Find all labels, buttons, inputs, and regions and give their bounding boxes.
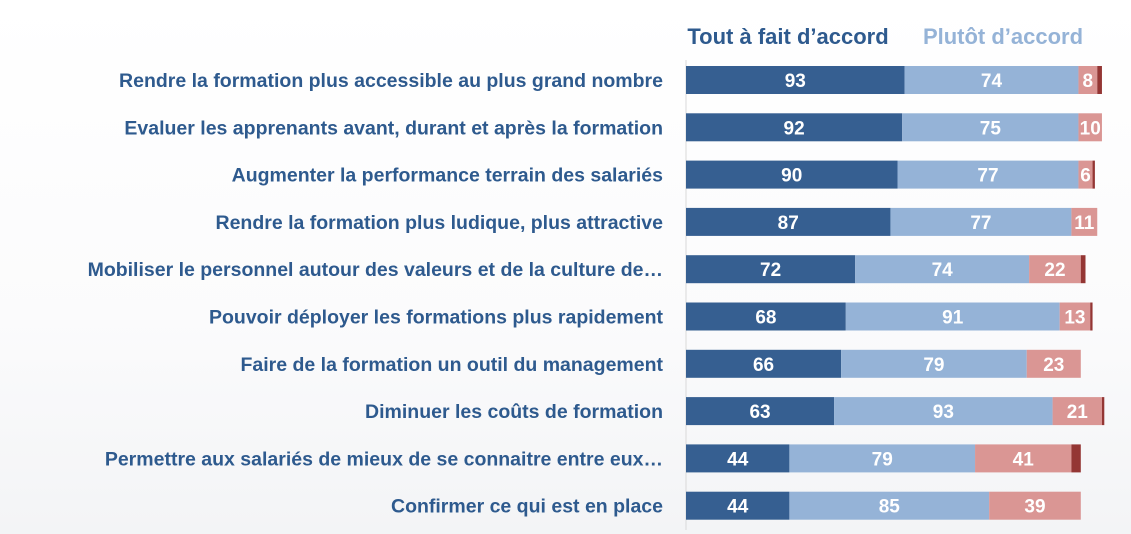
bar-segment-4 [1071, 444, 1081, 473]
bar-segment-2 [890, 207, 1072, 236]
bar-segment-3 [1059, 302, 1091, 331]
data-label: 41 [1013, 449, 1035, 470]
data-label: 72 [760, 260, 781, 281]
bar-segment-4 [1092, 160, 1095, 189]
bar-segment-1 [686, 113, 903, 142]
bar-segment-1 [686, 444, 790, 473]
bar-segment-3 [975, 444, 1072, 473]
category-label: Diminuer les coûts de formation [365, 401, 663, 423]
bar-segment-4 [1097, 66, 1102, 94]
data-label: 39 [1024, 497, 1045, 518]
bar-segment-1 [686, 491, 790, 520]
data-label: 8 [1083, 71, 1094, 92]
bar-segment-2 [897, 160, 1079, 189]
bar-segment-1 [686, 207, 891, 236]
data-label: 74 [981, 71, 1003, 92]
data-label: 87 [778, 213, 799, 234]
legend-plutot: Plutôt d’accord [923, 24, 1083, 49]
data-label: 93 [933, 402, 954, 423]
category-label: Pouvoir déployer les formations plus rap… [209, 307, 664, 329]
data-label: 77 [970, 213, 991, 234]
bar-segment-2 [902, 113, 1079, 142]
data-label: 6 [1080, 166, 1091, 187]
category-label: Rendre la formation plus ludique, plus a… [216, 212, 664, 234]
bar-segment-1 [686, 255, 856, 284]
category-label: Mobiliser le personnel autour des valeur… [88, 259, 663, 281]
bar-segment-1 [686, 302, 846, 331]
category-label: Evaluer les apprenants avant, durant et … [124, 117, 663, 139]
bar-segment-3 [989, 491, 1081, 520]
data-label: 91 [942, 308, 964, 329]
data-label: 74 [932, 260, 954, 281]
bar-segment-2 [841, 349, 1027, 378]
bar-segment-1 [686, 160, 898, 189]
data-label: 21 [1067, 402, 1089, 423]
bar-segment-3 [1029, 255, 1081, 284]
bar-segment-3 [1078, 160, 1093, 189]
bar-segment-1 [686, 397, 835, 426]
data-label: 11 [1074, 213, 1095, 234]
data-label: 13 [1064, 308, 1085, 329]
bar-segment-1 [686, 349, 842, 378]
data-label: 92 [784, 118, 805, 139]
category-label: Faire de la formation un outil du manage… [240, 354, 663, 376]
bar-segment-3 [1052, 397, 1102, 426]
category-label: Augmenter la performance terrain des sal… [232, 165, 663, 187]
category-label: Confirmer ce qui est en place [391, 496, 663, 518]
bar-segment-3 [1078, 113, 1102, 142]
bar-segment-2 [845, 302, 1060, 331]
bar-segment-2 [855, 255, 1030, 284]
data-label: 44 [727, 497, 749, 518]
data-label: 22 [1044, 260, 1065, 281]
data-label: 93 [785, 71, 806, 92]
bar-segment-4 [1101, 397, 1105, 426]
data-label: 44 [727, 449, 749, 470]
data-label: 79 [923, 355, 944, 376]
data-label: 23 [1043, 355, 1064, 376]
bar-segment-3 [1026, 349, 1081, 378]
bar-segment-2 [789, 491, 990, 520]
category-label: Permettre aux salariés de mieux de se co… [105, 448, 663, 470]
bar-segment-2 [789, 444, 976, 473]
bar-segment-4 [1080, 255, 1086, 284]
data-label: 79 [872, 449, 893, 470]
data-label: 85 [879, 497, 901, 518]
bar-segment-2 [834, 397, 1053, 426]
data-label: 68 [755, 308, 776, 329]
bar-segment-1 [686, 66, 905, 94]
bar-segment-3 [1078, 66, 1098, 94]
category-label: Rendre la formation plus accessible au p… [119, 70, 663, 92]
bar-segment-4 [1090, 302, 1093, 331]
data-label: 63 [749, 402, 770, 423]
bars-group: Rendre la formation plus accessible au p… [88, 66, 1105, 520]
data-label: 10 [1080, 118, 1101, 139]
data-label: 90 [781, 166, 802, 187]
data-label: 66 [753, 355, 774, 376]
data-label: 77 [977, 166, 998, 187]
legend-tout-a-fait: Tout à fait d’accord [687, 24, 888, 49]
data-label: 75 [980, 118, 1002, 139]
bar-segment-3 [1071, 207, 1098, 236]
bar-segment-2 [904, 66, 1079, 94]
